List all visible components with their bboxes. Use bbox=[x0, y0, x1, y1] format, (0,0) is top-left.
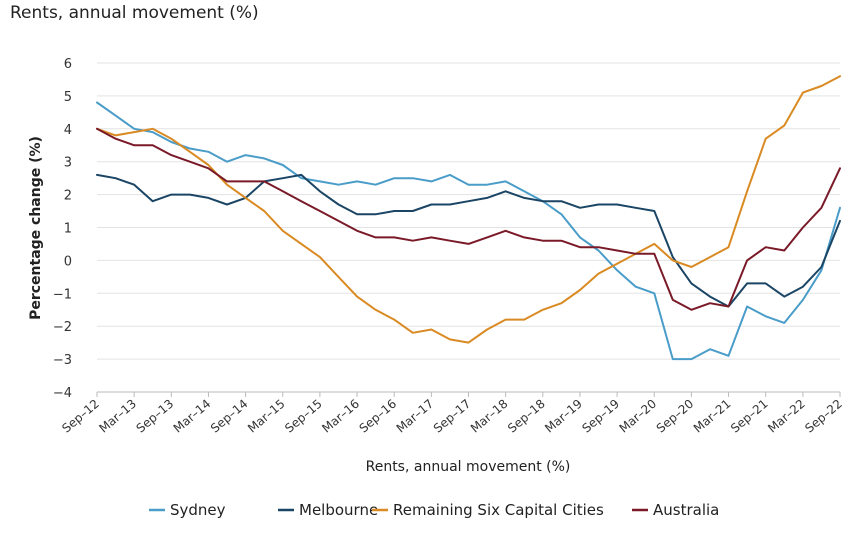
x-tick-label: Mar–18 bbox=[468, 397, 511, 436]
y-tick-label: −2 bbox=[53, 320, 72, 335]
y-tick-label: 5 bbox=[64, 90, 72, 105]
x-axis-label: Rents, annual movement (%) bbox=[366, 459, 571, 475]
x-tick-label: Mar–17 bbox=[394, 397, 437, 436]
x-tick-label: Mar–14 bbox=[171, 397, 214, 436]
x-tick-label: Mar–13 bbox=[96, 397, 139, 436]
x-tick-label: Sep–19 bbox=[579, 397, 622, 436]
y-tick-label: 4 bbox=[64, 123, 72, 138]
y-axis-ticks: 6 5 4 3 2 1 0 −1 −2 −3 −4 bbox=[53, 57, 72, 401]
x-axis-ticks: Sep–12Mar–13Sep–13Mar–14Sep–14Mar–15Sep–… bbox=[59, 392, 845, 436]
legend-label: Melbourne bbox=[299, 501, 378, 519]
series-lines bbox=[96, 75, 841, 361]
x-tick-label: Sep–20 bbox=[654, 397, 697, 436]
y-tick-label: −3 bbox=[53, 353, 72, 368]
x-tick-label: Sep–12 bbox=[59, 397, 102, 436]
legend-label: Remaining Six Capital Cities bbox=[393, 501, 604, 519]
x-tick-label: Sep–15 bbox=[282, 397, 325, 436]
series-line-sydney bbox=[96, 101, 841, 361]
gridlines bbox=[97, 62, 840, 393]
y-tick-label: −4 bbox=[53, 386, 72, 401]
y-axis-label: Percentage change (%) bbox=[28, 136, 44, 320]
x-tick-label: Sep–21 bbox=[728, 397, 771, 436]
x-tick-label: Sep–18 bbox=[505, 397, 548, 436]
y-tick-label: 6 bbox=[64, 57, 72, 72]
legend-label: Australia bbox=[653, 501, 719, 519]
y-tick-label: 1 bbox=[64, 222, 72, 237]
legend: Sydney Melbourne Remaining Six Capital Cit… bbox=[149, 501, 719, 519]
x-tick-label: Sep–17 bbox=[431, 397, 474, 436]
x-tick-label: Mar–19 bbox=[542, 397, 585, 436]
x-tick-label: Mar–22 bbox=[765, 397, 808, 436]
series-line-australia bbox=[96, 127, 841, 311]
y-tick-label: 3 bbox=[64, 156, 72, 171]
x-tick-label: Mar–15 bbox=[245, 397, 288, 436]
x-tick-label: Mar–20 bbox=[617, 397, 660, 436]
legend-label: Sydney bbox=[170, 501, 226, 519]
y-tick-label: 2 bbox=[64, 189, 72, 204]
x-tick-label: Sep–22 bbox=[802, 397, 845, 436]
series-line-melbourne bbox=[96, 173, 841, 308]
x-tick-label: Mar–21 bbox=[691, 397, 734, 436]
x-tick-label: Sep–14 bbox=[208, 397, 251, 436]
y-tick-label: 0 bbox=[64, 254, 72, 269]
y-tick-label: −1 bbox=[53, 287, 72, 302]
x-tick-label: Mar–16 bbox=[319, 397, 362, 436]
x-tick-label: Sep–16 bbox=[357, 397, 400, 436]
series-line-remaining-six-capital-cities bbox=[96, 75, 841, 344]
x-tick-label: Sep–13 bbox=[134, 397, 177, 436]
chart-title: Rents, annual movement (%) bbox=[10, 3, 259, 23]
